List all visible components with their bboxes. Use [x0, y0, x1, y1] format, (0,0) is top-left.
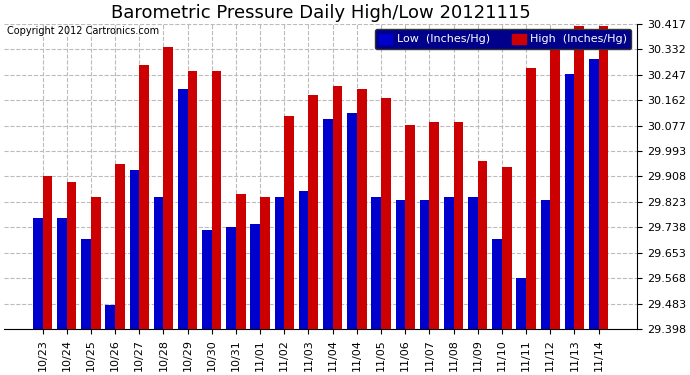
Bar: [202, 230, 212, 329]
Bar: [115, 164, 125, 329]
Text: Copyright 2012 Cartronics.com: Copyright 2012 Cartronics.com: [7, 27, 159, 36]
Bar: [323, 119, 333, 329]
Bar: [275, 196, 284, 329]
Bar: [260, 196, 270, 329]
Bar: [574, 26, 584, 329]
Bar: [540, 200, 550, 329]
Bar: [188, 71, 197, 329]
Bar: [429, 122, 439, 329]
Bar: [550, 29, 560, 329]
Bar: [33, 217, 43, 329]
Bar: [589, 59, 598, 329]
Bar: [308, 95, 318, 329]
Bar: [357, 89, 366, 329]
Bar: [91, 196, 101, 329]
Bar: [347, 113, 357, 329]
Bar: [516, 278, 526, 329]
Bar: [154, 196, 164, 329]
Bar: [67, 182, 77, 329]
Bar: [299, 190, 308, 329]
Bar: [236, 194, 246, 329]
Bar: [106, 304, 115, 329]
Bar: [444, 196, 453, 329]
Bar: [226, 226, 236, 329]
Bar: [453, 122, 463, 329]
Bar: [502, 166, 511, 329]
Bar: [164, 47, 173, 329]
Bar: [468, 196, 477, 329]
Bar: [284, 116, 294, 329]
Bar: [43, 176, 52, 329]
Bar: [130, 170, 139, 329]
Bar: [178, 89, 188, 329]
Bar: [139, 65, 149, 329]
Bar: [598, 26, 608, 329]
Bar: [477, 160, 487, 329]
Bar: [250, 224, 260, 329]
Title: Barometric Pressure Daily High/Low 20121115: Barometric Pressure Daily High/Low 20121…: [110, 4, 531, 22]
Bar: [371, 196, 381, 329]
Bar: [212, 71, 221, 329]
Bar: [381, 98, 391, 329]
Bar: [333, 86, 342, 329]
Bar: [564, 74, 574, 329]
Bar: [405, 125, 415, 329]
Bar: [81, 238, 91, 329]
Legend: Low  (Inches/Hg), High  (Inches/Hg): Low (Inches/Hg), High (Inches/Hg): [375, 29, 631, 49]
Bar: [420, 200, 429, 329]
Bar: [526, 68, 535, 329]
Bar: [57, 217, 67, 329]
Bar: [492, 238, 502, 329]
Bar: [395, 200, 405, 329]
